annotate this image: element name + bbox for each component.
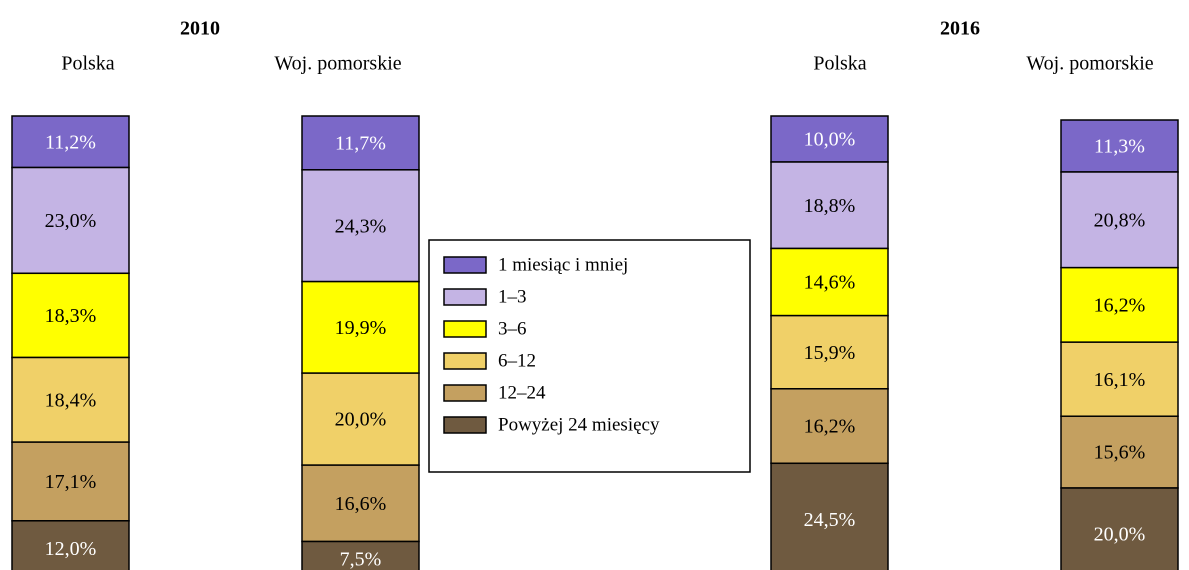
legend-label: 3–6 [498, 318, 527, 339]
bar-segment [770, 388, 889, 465]
data-label: 12,0% [45, 538, 97, 560]
data-label: 18,3% [45, 305, 97, 327]
bar-segment [301, 464, 420, 543]
bar-segment [1060, 266, 1179, 343]
legend-label: 12–24 [498, 382, 546, 403]
data-label: 24,3% [335, 215, 387, 237]
data-label: 16,2% [804, 416, 856, 438]
bar-segment [770, 462, 889, 570]
bar-segment [1060, 171, 1179, 269]
data-label: 14,6% [804, 272, 856, 294]
bar-segment [770, 314, 889, 390]
bar-segment [11, 166, 130, 275]
data-label: 11,7% [335, 133, 386, 155]
data-label: 11,2% [45, 131, 96, 153]
bar-segment [11, 520, 130, 570]
group-label: 2016 [940, 18, 980, 40]
bar-segment [301, 169, 420, 283]
bar-segment [1060, 341, 1179, 417]
data-label: 15,9% [804, 342, 856, 364]
data-label: 15,6% [1094, 442, 1146, 464]
data-label: 16,1% [1094, 369, 1146, 391]
bar-segment [1060, 119, 1179, 173]
legend-label: Powyżej 24 miesięcy [498, 414, 660, 435]
group-label: 2010 [180, 18, 220, 40]
bar-segment [1060, 487, 1179, 570]
data-label: 20,0% [335, 409, 387, 431]
bar-segment [11, 272, 130, 359]
bar-segment [11, 441, 130, 522]
category-label: Woj. pomorskie [1026, 53, 1153, 75]
legend-swatch [443, 320, 487, 338]
data-label: 7,5% [340, 548, 382, 570]
category-label: Polska [813, 53, 866, 75]
bar-segment [770, 247, 889, 317]
data-label: 19,9% [335, 317, 387, 339]
category-label: Polska [61, 53, 114, 75]
data-label: 11,3% [1094, 136, 1145, 158]
bar-segment [301, 540, 420, 570]
data-label: 17,1% [45, 471, 97, 493]
legend-label: 1 miesiąc i mniej [498, 254, 628, 275]
data-label: 24,5% [804, 509, 856, 531]
legend-label: 6–12 [498, 350, 536, 371]
data-label: 16,6% [335, 493, 387, 515]
legend-swatch [443, 288, 487, 306]
bar-segment [301, 372, 420, 466]
data-label: 10,0% [804, 129, 856, 151]
data-label: 18,4% [45, 389, 97, 411]
data-label: 18,8% [804, 195, 856, 217]
bar-segment [11, 115, 130, 169]
legend-swatch [443, 256, 487, 274]
legend-swatch [443, 352, 487, 370]
bar-segment [301, 115, 420, 171]
data-label: 23,0% [45, 210, 97, 232]
category-label: Woj. pomorskie [274, 53, 401, 75]
data-label: 16,2% [1094, 295, 1146, 317]
data-label: 20,0% [1094, 524, 1146, 546]
bar-segment [301, 280, 420, 374]
legend-swatch [443, 416, 487, 434]
legend-swatch [443, 384, 487, 402]
legend-label: 1–3 [498, 286, 527, 307]
data-label: 20,8% [1094, 209, 1146, 231]
